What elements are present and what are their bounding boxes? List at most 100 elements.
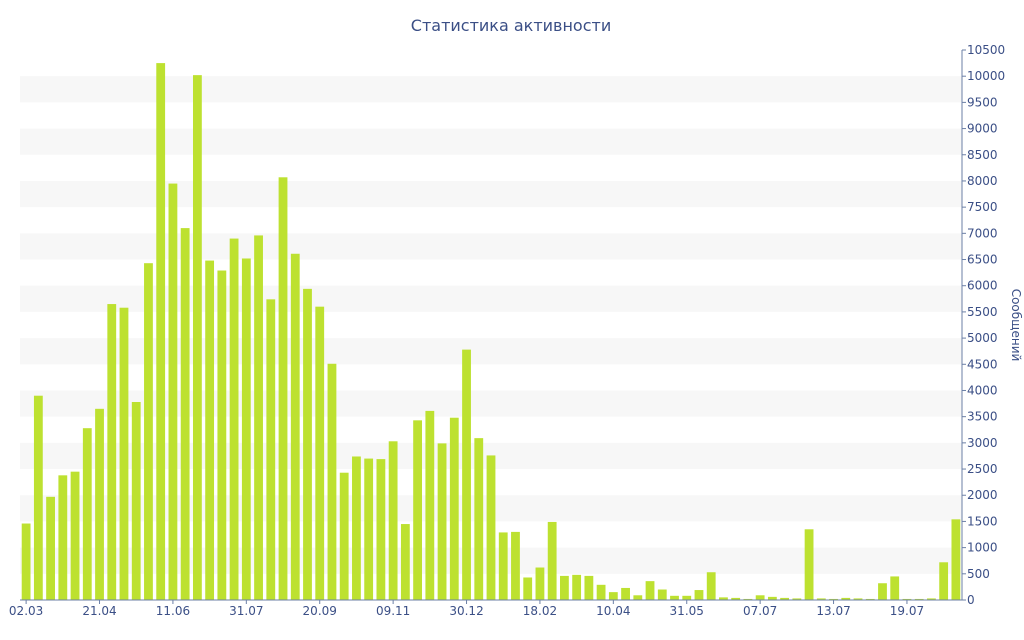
bar[interactable] bbox=[388, 441, 398, 600]
y-tick-label: 6000 bbox=[967, 279, 998, 293]
bar[interactable] bbox=[767, 596, 777, 600]
x-tick-label: 02.03 bbox=[9, 604, 43, 618]
bar[interactable] bbox=[670, 595, 679, 600]
bar[interactable] bbox=[584, 575, 594, 600]
bar[interactable] bbox=[621, 587, 630, 600]
bar[interactable] bbox=[890, 576, 900, 600]
bar[interactable] bbox=[816, 598, 826, 600]
bar[interactable] bbox=[547, 521, 557, 600]
bar[interactable] bbox=[376, 459, 386, 600]
bar[interactable] bbox=[474, 438, 484, 600]
bar[interactable] bbox=[119, 307, 129, 600]
y-tick-label: 9000 bbox=[967, 122, 998, 136]
x-tick-label: 21.04 bbox=[82, 604, 116, 618]
bar[interactable] bbox=[144, 263, 153, 600]
bar[interactable] bbox=[303, 288, 312, 600]
bar[interactable] bbox=[205, 260, 215, 600]
bar[interactable] bbox=[156, 63, 166, 601]
y-tick-label: 0 bbox=[967, 593, 975, 607]
bar[interactable] bbox=[168, 183, 178, 600]
bar[interactable] bbox=[290, 253, 300, 600]
bar[interactable] bbox=[572, 574, 582, 600]
bar[interactable] bbox=[352, 456, 361, 600]
y-axis-ticks: 0 500 1000 1500 2000 2500 3000 3500 4000 4500 5000… bbox=[962, 43, 1005, 607]
bar[interactable] bbox=[33, 395, 43, 600]
bar[interactable] bbox=[731, 597, 741, 600]
bar[interactable] bbox=[865, 598, 875, 600]
y-tick-label: 3500 bbox=[967, 410, 998, 424]
bar[interactable] bbox=[95, 408, 104, 600]
bar[interactable] bbox=[633, 595, 643, 600]
bar[interactable] bbox=[608, 592, 618, 600]
y-tick-label: 2500 bbox=[967, 462, 998, 476]
y-tick-label: 10000 bbox=[967, 69, 1005, 83]
x-tick-label: 31.07 bbox=[229, 604, 263, 618]
bar[interactable] bbox=[254, 235, 263, 600]
bar[interactable] bbox=[755, 595, 765, 600]
bar[interactable] bbox=[266, 299, 276, 600]
bar[interactable] bbox=[878, 583, 887, 600]
bar[interactable] bbox=[706, 572, 716, 600]
bar[interactable] bbox=[413, 420, 422, 600]
y-tick-label: 7500 bbox=[967, 200, 998, 214]
bar[interactable] bbox=[939, 562, 949, 600]
bar[interactable] bbox=[511, 531, 520, 600]
bar[interactable] bbox=[486, 455, 496, 600]
bar[interactable] bbox=[914, 598, 924, 600]
bar[interactable] bbox=[278, 177, 288, 601]
bar[interactable] bbox=[364, 458, 374, 600]
bar[interactable] bbox=[58, 475, 68, 600]
bar[interactable] bbox=[462, 349, 471, 600]
bar[interactable] bbox=[192, 75, 202, 600]
bar[interactable] bbox=[743, 598, 753, 600]
bar[interactable] bbox=[927, 598, 936, 600]
bar[interactable] bbox=[682, 595, 692, 600]
bar[interactable] bbox=[645, 581, 655, 600]
y-tick-label: 8500 bbox=[967, 148, 998, 162]
y-tick-label: 1000 bbox=[967, 541, 998, 555]
bar[interactable] bbox=[180, 228, 190, 600]
bar[interactable] bbox=[792, 598, 802, 600]
bar[interactable] bbox=[21, 523, 31, 600]
y-tick-label: 500 bbox=[967, 567, 990, 581]
bar[interactable] bbox=[498, 532, 508, 600]
bar[interactable] bbox=[853, 598, 863, 600]
bar[interactable] bbox=[217, 270, 227, 600]
bar[interactable] bbox=[107, 304, 117, 600]
bar[interactable] bbox=[804, 529, 814, 600]
y-tick-label: 1500 bbox=[967, 514, 998, 528]
bar[interactable] bbox=[694, 590, 704, 600]
bar[interactable] bbox=[70, 471, 80, 600]
bar[interactable] bbox=[131, 402, 141, 600]
bar[interactable] bbox=[560, 575, 569, 600]
bar[interactable] bbox=[315, 306, 325, 600]
bar[interactable] bbox=[229, 238, 239, 600]
x-tick-label: 20.09 bbox=[303, 604, 337, 618]
bar[interactable] bbox=[523, 577, 533, 600]
bar[interactable] bbox=[82, 428, 92, 600]
bar[interactable] bbox=[596, 584, 606, 600]
x-tick-label: 07.07 bbox=[743, 604, 777, 618]
bar[interactable] bbox=[437, 443, 447, 600]
bar[interactable] bbox=[719, 597, 728, 600]
y-tick-label: 4500 bbox=[967, 357, 998, 371]
bar[interactable] bbox=[902, 598, 912, 600]
bars bbox=[21, 63, 961, 601]
bar[interactable] bbox=[449, 417, 459, 600]
bar[interactable] bbox=[327, 363, 337, 600]
bar[interactable] bbox=[780, 597, 790, 600]
bar[interactable] bbox=[400, 524, 410, 600]
bar[interactable] bbox=[657, 589, 667, 600]
bar[interactable] bbox=[535, 567, 545, 600]
y-axis-label: Сообщений bbox=[1009, 289, 1023, 362]
bar[interactable] bbox=[829, 598, 838, 600]
bar[interactable] bbox=[241, 258, 251, 600]
bar[interactable] bbox=[951, 519, 961, 600]
x-tick-label: 31.05 bbox=[670, 604, 704, 618]
x-axis-ticks: 02.03 21.04 11.06 31.07 20.09 09.11 30.12 18.02… bbox=[9, 600, 924, 618]
bar[interactable] bbox=[841, 597, 851, 600]
bar[interactable] bbox=[425, 410, 435, 600]
y-tick-label: 8000 bbox=[967, 174, 998, 188]
bar[interactable] bbox=[339, 472, 349, 600]
bar[interactable] bbox=[46, 496, 55, 600]
